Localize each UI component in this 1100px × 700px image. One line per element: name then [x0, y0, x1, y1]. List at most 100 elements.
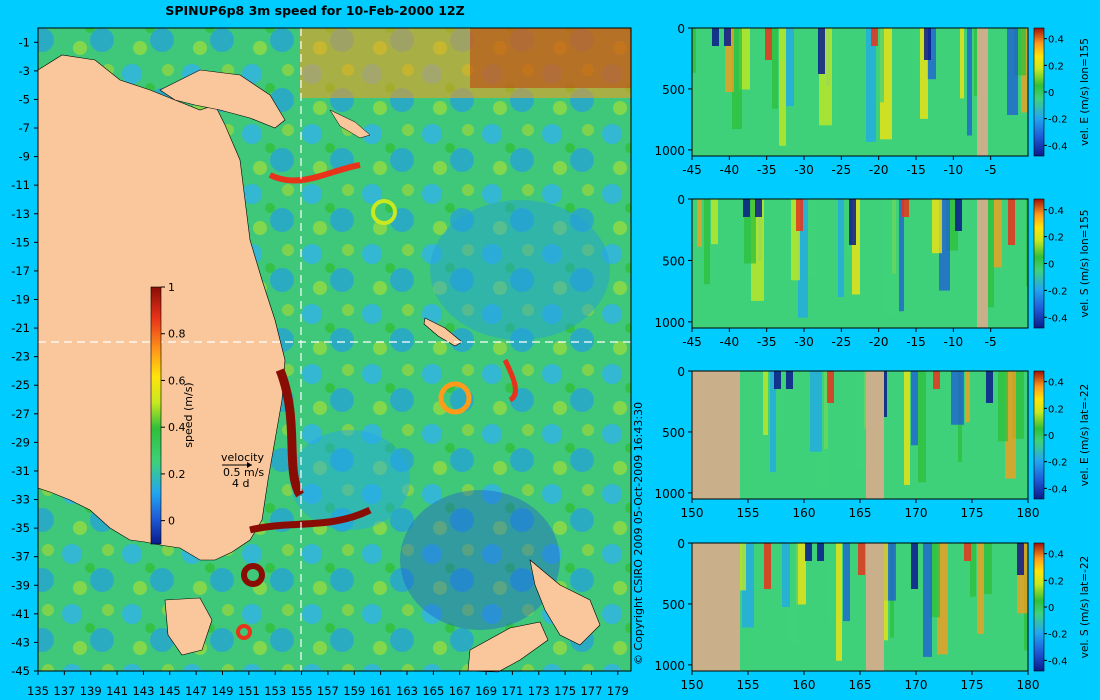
southern-low-speed-area — [400, 490, 560, 630]
section-band — [986, 199, 994, 308]
section-band — [845, 199, 852, 258]
section-band — [920, 28, 928, 119]
section-band — [899, 199, 904, 312]
section-band — [1007, 28, 1018, 116]
x-tick-label: 177 — [580, 684, 602, 698]
y-tick-label: 0 — [677, 193, 685, 207]
y-tick-label: 500 — [662, 83, 685, 97]
x-tick-label: 171 — [501, 684, 523, 698]
eddy-filament — [502, 358, 518, 403]
y-tick-label: -11 — [11, 178, 30, 192]
x-tick-label: 161 — [370, 684, 392, 698]
section-band — [843, 543, 850, 622]
colorbar-tick-label: 0.6 — [168, 374, 186, 387]
east-australian-current — [275, 368, 305, 498]
section-band — [692, 28, 696, 73]
y-tick-label: 0 — [677, 365, 685, 379]
y-tick-label: 1000 — [654, 659, 685, 673]
surface-jet — [902, 199, 909, 217]
section-colorbar-label: vel. E (m/s) lon=155 — [1079, 38, 1091, 146]
x-tick-label: -35 — [757, 335, 777, 349]
section-band — [911, 371, 918, 446]
surface-jet — [755, 199, 762, 217]
chart-title: SPINUP6p8 3m speed for 10-Feb-2000 12Z — [165, 3, 465, 18]
eddy — [236, 624, 252, 640]
y-tick-label: -15 — [11, 235, 30, 249]
section-colorbar — [1033, 198, 1045, 329]
x-tick-label: -15 — [906, 163, 926, 177]
surface-jet — [871, 28, 878, 46]
colorbar-tick-label: -0.2 — [1048, 458, 1068, 469]
x-tick-label: -20 — [869, 335, 889, 349]
x-tick-label: 160 — [793, 678, 816, 692]
section-colorbar — [1033, 542, 1045, 672]
north-current — [268, 162, 361, 184]
x-tick-label: 179 — [607, 684, 629, 698]
colorbar-tick-label: 0.2 — [1048, 576, 1064, 587]
x-tick-label: -30 — [794, 335, 814, 349]
x-tick-label: 155 — [737, 678, 760, 692]
x-tick-label: 141 — [106, 684, 128, 698]
surface-jet — [786, 371, 793, 389]
section-band — [923, 543, 932, 657]
x-tick-label: -25 — [832, 163, 852, 177]
section-band — [927, 28, 936, 80]
colorbar-tick-label: 0.4 — [1048, 378, 1064, 389]
x-tick-label: 153 — [264, 684, 286, 698]
y-tick-label: -29 — [11, 435, 30, 449]
section-band — [704, 199, 710, 285]
x-tick-label: 175 — [961, 506, 984, 520]
colorbar-tick-label: 0.2 — [1048, 61, 1064, 72]
colorbar-tick-label: 0 — [1048, 431, 1054, 442]
y-tick-label: 500 — [662, 254, 685, 268]
y-tick-label: -21 — [11, 321, 30, 335]
surface-jet — [924, 28, 931, 60]
tasmania-landmass — [164, 597, 213, 656]
tasman-low-speed-area — [430, 200, 610, 340]
x-tick-label: 165 — [849, 678, 872, 692]
x-tick-label: -25 — [832, 335, 852, 349]
x-tick-label: 147 — [185, 684, 207, 698]
y-tick-label: 500 — [662, 598, 685, 612]
x-tick-label: 150 — [681, 678, 704, 692]
y-tick-label: 500 — [662, 426, 685, 440]
section-band — [918, 371, 926, 483]
colorbar-tick-label: 0.2 — [1048, 233, 1064, 244]
colorbar-label: speed (m/s) — [182, 382, 195, 447]
section-band — [932, 199, 942, 254]
surface-jet — [765, 28, 772, 60]
surface-jet — [827, 371, 834, 403]
section-band — [796, 543, 806, 605]
y-tick-label: -35 — [11, 521, 30, 535]
surface-jet — [817, 543, 824, 561]
x-tick-label: 180 — [1017, 506, 1040, 520]
section-band — [735, 543, 746, 591]
section-colorbar-label: vel. S (m/s) lon=155 — [1079, 210, 1091, 318]
x-tick-label: 173 — [528, 684, 550, 698]
section-band — [777, 371, 784, 433]
y-tick-label: -37 — [11, 550, 30, 564]
x-tick-label: -15 — [906, 335, 926, 349]
section-band — [930, 543, 940, 618]
y-tick-label: -41 — [11, 607, 30, 621]
x-tick-label: 145 — [159, 684, 181, 698]
section-colorbar-label: vel. S (m/s) lat=-22 — [1079, 556, 1091, 658]
colorbar-tick-label: 0 — [168, 515, 175, 528]
section-land — [977, 199, 988, 328]
x-tick-label: -40 — [720, 335, 740, 349]
x-tick-label: 159 — [343, 684, 365, 698]
section-band — [857, 371, 866, 469]
section-band — [1005, 371, 1016, 479]
colorbar-tick-label: 0.8 — [168, 328, 186, 341]
section-colorbar-label: vel. E (m/s) lat=-22 — [1079, 384, 1091, 486]
x-tick-label: 165 — [849, 506, 872, 520]
y-tick-label: -33 — [11, 493, 30, 507]
x-tick-label: 151 — [238, 684, 260, 698]
y-tick-label: -23 — [11, 350, 30, 364]
section-band — [791, 199, 800, 281]
section-band — [838, 199, 844, 298]
australia-landmass — [37, 54, 286, 561]
y-tick-label: 1000 — [654, 144, 685, 158]
colorbar-tick-label: 0 — [1048, 260, 1054, 271]
y-tick-label: -45 — [11, 664, 30, 678]
